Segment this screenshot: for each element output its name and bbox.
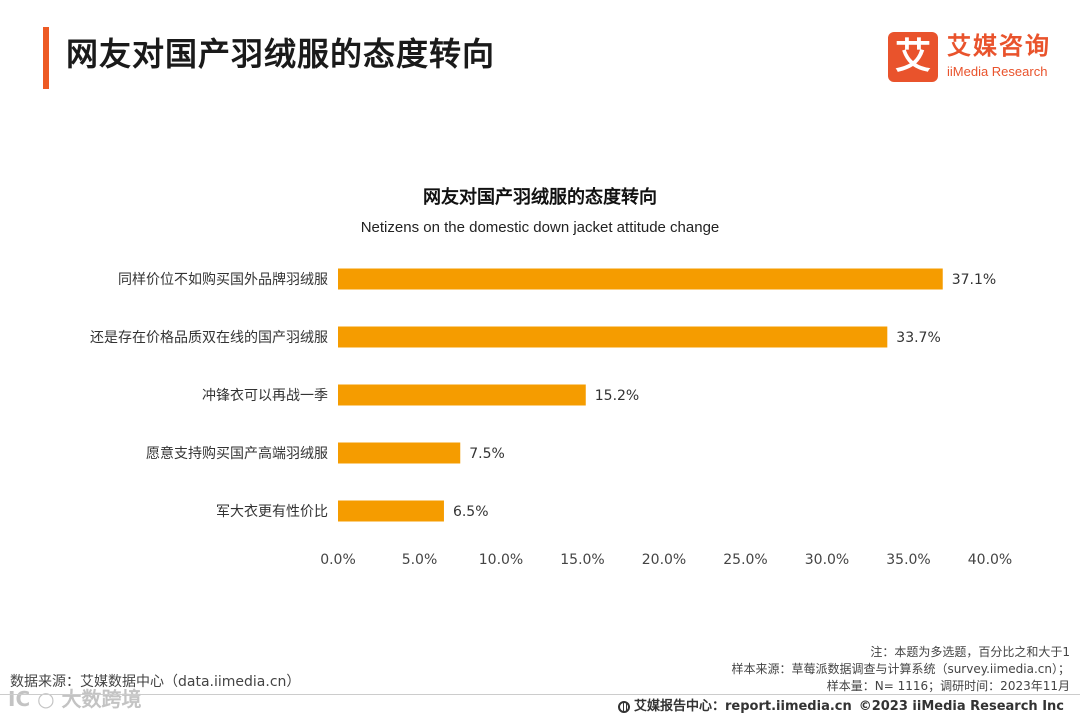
data-label: 37.1%: [952, 272, 996, 288]
bar: [338, 384, 586, 406]
bar: [338, 326, 888, 348]
category-label: 军大衣更有性价比: [216, 504, 328, 520]
data-source: 数据来源：艾媒数据中心（data.iimedia.cn）: [10, 674, 301, 690]
data-label: 15.2%: [595, 388, 639, 404]
page-title: 网友对国产羽绒服的态度转向: [66, 35, 496, 73]
report-center-link[interactable]: 艾媒报告中心：report.iimedia.cn: [618, 698, 852, 716]
x-tick-label: 10.0%: [479, 552, 523, 568]
logo-name-en: iiMedia Research: [947, 64, 1048, 79]
category-label: 同样价位不如购买国外品牌羽绒服: [118, 271, 328, 288]
data-label: 33.7%: [896, 330, 940, 346]
bar: [338, 442, 461, 464]
data-label: 6.5%: [453, 504, 489, 520]
footer-notes: 注：本题为多选题，百分比之和大于1 样本来源：草莓派数据调查与计算系统（surv…: [731, 644, 1070, 695]
globe-icon: [618, 701, 630, 713]
report-center-text: 艾媒报告中心：report.iimedia.cn: [634, 699, 852, 714]
x-tick-label: 25.0%: [723, 552, 767, 568]
x-tick-label: 40.0%: [968, 552, 1012, 568]
x-tick-label: 35.0%: [886, 552, 930, 568]
footer-divider: [0, 694, 1080, 695]
logo-name-cn: 艾媒咨询: [947, 32, 1051, 60]
footer-note: 样本量：N= 1116；调研时间：2023年11月: [826, 679, 1070, 693]
chart-title: 网友对国产羽绒服的态度转向: [423, 187, 657, 208]
x-tick-label: 0.0%: [320, 552, 356, 568]
x-tick-label: 20.0%: [642, 552, 686, 568]
data-label: 7.5%: [469, 446, 505, 462]
title-accent-bar: [43, 27, 49, 89]
iimedia-logo: 艾 艾媒咨询 iiMedia Research: [888, 32, 1063, 84]
category-label: 愿意支持购买国产高端羽绒服: [146, 445, 328, 462]
footer-note: 样本来源：草莓派数据调查与计算系统（survey.iimedia.cn）；: [731, 662, 1070, 676]
x-tick-label: 30.0%: [805, 552, 849, 568]
bar: [338, 500, 444, 522]
chart-subtitle: Netizens on the domestic down jacket att…: [360, 219, 720, 236]
logo-mark-icon: 艾: [888, 32, 938, 82]
x-tick-label: 15.0%: [560, 552, 604, 568]
footer-note: 注：本题为多选题，百分比之和大于1: [870, 645, 1070, 659]
copyright: ©2023 iiMedia Research Inc: [858, 699, 1064, 714]
x-tick-label: 5.0%: [402, 552, 438, 568]
category-label: 还是存在价格品质双在线的国产羽绒服: [90, 330, 328, 346]
category-label: 冲锋衣可以再战一季: [202, 388, 328, 404]
bar: [338, 268, 943, 290]
watermark: IC ○ 大数跨境: [8, 687, 142, 711]
